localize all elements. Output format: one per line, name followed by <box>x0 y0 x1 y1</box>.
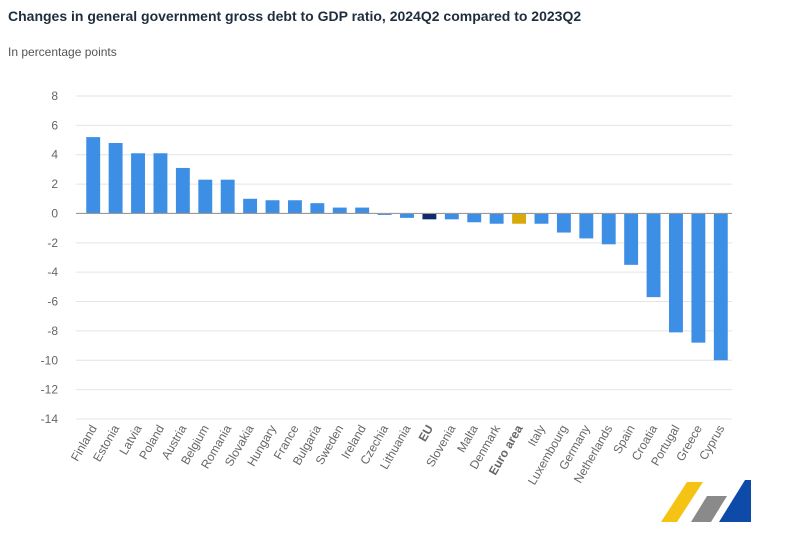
y-tick-label: -2 <box>47 236 58 250</box>
bar-portugal <box>669 213 683 333</box>
bar-italy <box>534 213 549 224</box>
bar-hungary <box>265 200 280 214</box>
eurostat-logo-icon <box>661 480 751 522</box>
x-tick-label: EU <box>416 423 436 444</box>
bar-croatia <box>646 213 661 298</box>
y-tick-label: -8 <box>47 324 58 338</box>
y-tick-label: -6 <box>47 295 58 309</box>
bar-malta <box>467 213 482 223</box>
bar-ireland <box>355 207 370 214</box>
bar-romania <box>220 179 235 214</box>
bar-latvia <box>131 153 145 214</box>
bar-slovakia <box>243 198 258 214</box>
bar-greece <box>691 213 706 343</box>
bar-cyprus <box>713 213 728 361</box>
y-tick-label: 8 <box>51 89 58 103</box>
bar-germany <box>579 213 594 239</box>
bar-sweden <box>332 207 347 214</box>
bar-poland <box>153 153 168 214</box>
bar-spain <box>624 213 639 265</box>
y-tick-label: 6 <box>51 118 58 132</box>
bar-netherlands <box>601 213 616 245</box>
bar-luxembourg <box>556 213 571 233</box>
bar-belgium <box>198 179 213 214</box>
bar-austria <box>175 167 190 214</box>
bar-finland <box>86 137 101 214</box>
y-tick-label: 0 <box>51 206 58 220</box>
bar-eu <box>422 213 437 220</box>
bar-denmark <box>489 213 504 224</box>
bar-lithuania <box>400 213 414 218</box>
bar-france <box>287 200 302 214</box>
y-tick-label: -12 <box>41 383 59 397</box>
y-tick-label: -14 <box>41 412 59 426</box>
chart-subtitle: In percentage points <box>8 45 117 59</box>
bar-euro-area <box>512 213 527 224</box>
chart-title: Changes in general government gross debt… <box>8 8 582 24</box>
bar-estonia <box>108 142 123 214</box>
bar-czechia <box>377 213 392 215</box>
y-tick-label: -10 <box>41 353 59 367</box>
bar-slovenia <box>444 213 459 220</box>
y-tick-label: 4 <box>51 148 58 162</box>
bar-bulgaria <box>310 203 325 214</box>
y-tick-label: -4 <box>47 265 58 279</box>
y-tick-label: 2 <box>51 177 58 191</box>
